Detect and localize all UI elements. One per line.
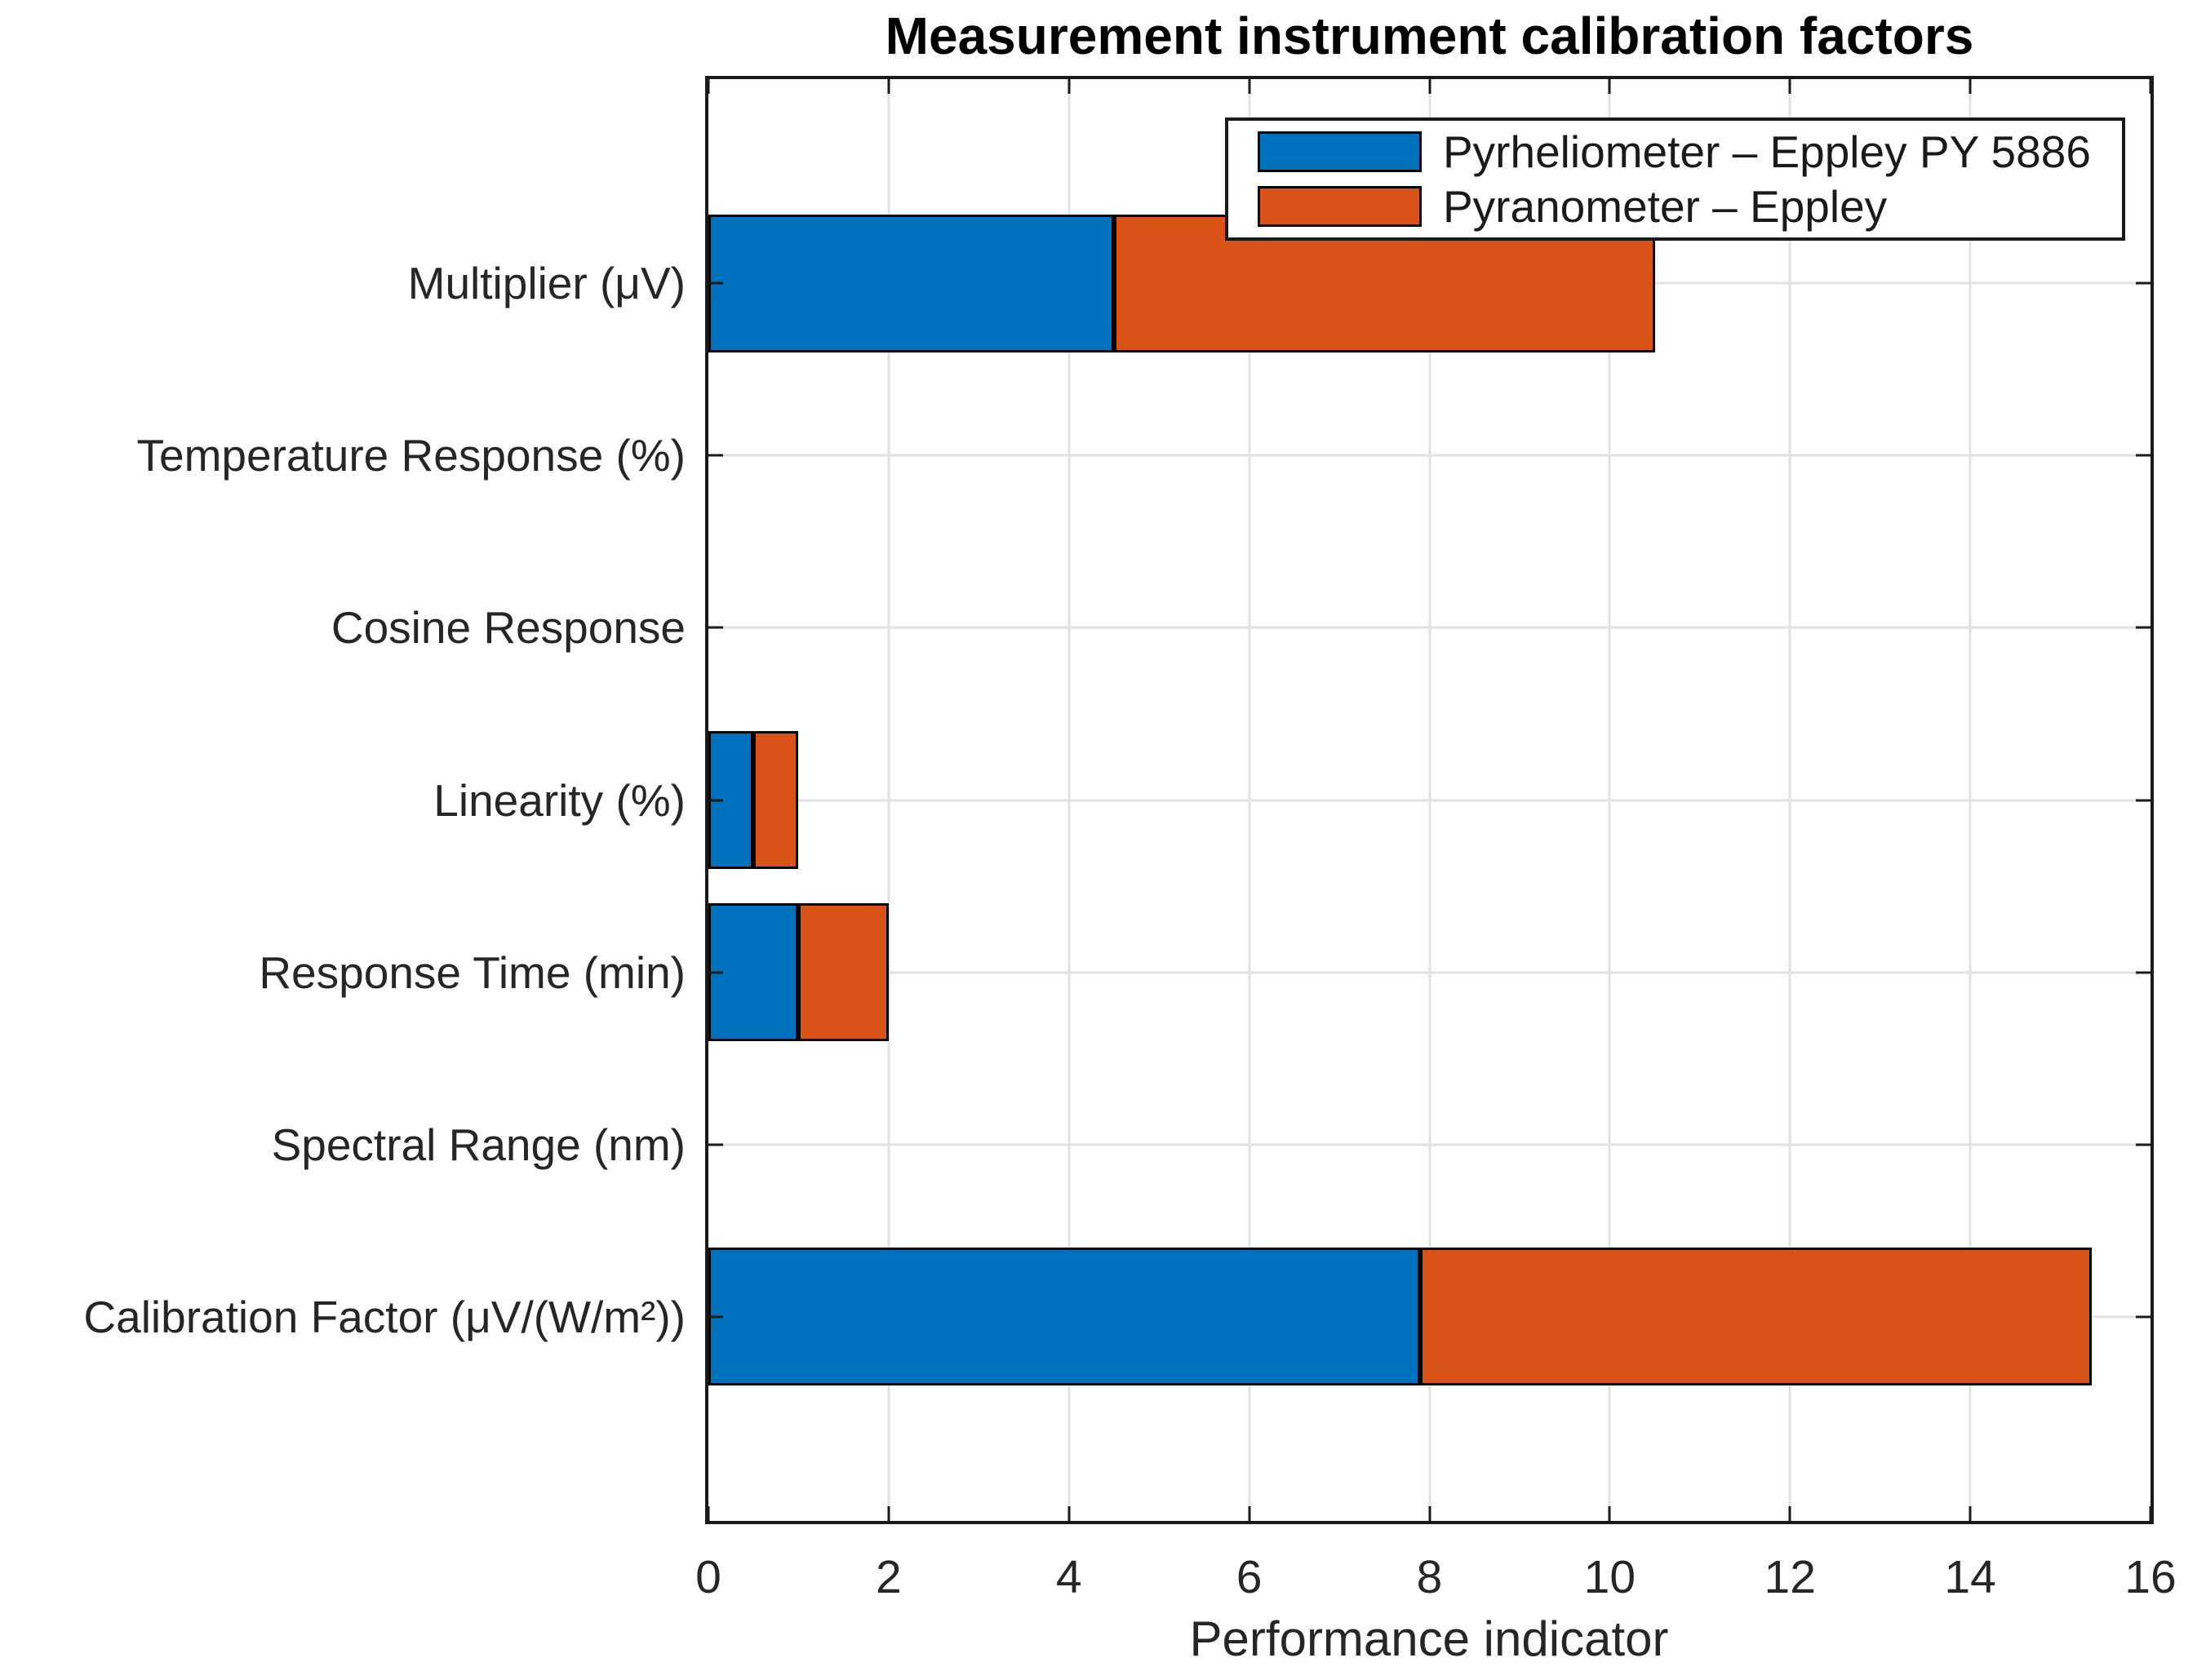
y-gridline xyxy=(708,626,2151,629)
x-tick-mark xyxy=(707,1506,710,1521)
y-category-label: Temperature Response (%) xyxy=(136,430,686,481)
x-tick-mark xyxy=(1788,1506,1791,1521)
bar-pyranometer-4 xyxy=(798,903,889,1042)
x-axis-label: Performance indicator xyxy=(1189,1611,1669,1666)
legend-label: Pyranometer – Eppley xyxy=(1443,181,1888,232)
x-tick-label: 16 xyxy=(2124,1551,2177,1603)
y-tick-mark-right xyxy=(2136,799,2151,801)
x-tick-label: 2 xyxy=(876,1551,902,1603)
y-tick-mark xyxy=(708,1143,723,1146)
x-tick-mark xyxy=(1608,1506,1611,1521)
plot-area: Pyrheliometer – Eppley PY 5886 Pyranomete… xyxy=(705,76,2154,1524)
y-gridline xyxy=(708,1143,2151,1146)
legend-swatch-pyranometer xyxy=(1258,186,1422,227)
x-tick-mark-top xyxy=(887,79,890,94)
y-category-label: Linearity (%) xyxy=(433,774,686,826)
x-tick-mark xyxy=(1248,1506,1251,1521)
legend-item: Pyranometer – Eppley xyxy=(1258,183,2122,230)
y-tick-mark-right xyxy=(2136,281,2151,285)
y-tick-mark xyxy=(708,1315,723,1319)
chart-title: Measurement instrument calibration facto… xyxy=(885,7,1974,65)
x-tick-mark-top xyxy=(2149,79,2152,94)
x-tick-mark-top xyxy=(1788,79,1791,94)
x-tick-label: 8 xyxy=(1416,1551,1443,1603)
y-gridline xyxy=(708,971,2151,974)
x-tick-mark xyxy=(1067,1506,1071,1521)
x-tick-label: 0 xyxy=(695,1551,721,1603)
x-tick-mark xyxy=(887,1506,890,1521)
bar-pyranometer-6 xyxy=(1420,1248,2093,1386)
y-tick-mark-right xyxy=(2136,971,2151,974)
y-category-label: Cosine Response xyxy=(331,602,686,654)
x-tick-mark xyxy=(2149,1506,2152,1521)
y-tick-mark xyxy=(708,454,723,457)
legend: Pyrheliometer – Eppley PY 5886 Pyranomete… xyxy=(1225,117,2125,241)
x-tick-mark-top xyxy=(1969,79,1972,94)
legend-item: Pyrheliometer – Eppley PY 5886 xyxy=(1258,128,2122,175)
x-tick-mark-top xyxy=(707,79,710,94)
legend-label: Pyrheliometer – Eppley PY 5886 xyxy=(1443,126,2091,177)
y-gridline xyxy=(708,454,2151,457)
y-tick-mark-right xyxy=(2136,454,2151,457)
legend-swatch-pyrheliometer xyxy=(1258,131,1422,172)
x-tick-mark xyxy=(1969,1506,1972,1521)
x-tick-mark-top xyxy=(1428,79,1431,94)
y-tick-mark-right xyxy=(2136,626,2151,629)
x-tick-mark xyxy=(1428,1506,1431,1521)
x-tick-label: 6 xyxy=(1236,1551,1263,1603)
y-category-label: Calibration Factor (μV/(W/m²)) xyxy=(83,1291,686,1342)
x-tick-mark-top xyxy=(1248,79,1251,94)
y-gridline xyxy=(708,799,2151,801)
x-tick-label: 12 xyxy=(1764,1551,1816,1603)
y-category-label: Response Time (min) xyxy=(259,946,686,998)
bar-pyrheliometer-6 xyxy=(708,1248,1421,1386)
x-tick-label: 14 xyxy=(1944,1551,1996,1603)
bar-pyrheliometer-0 xyxy=(708,214,1114,352)
y-tick-mark-right xyxy=(2136,1315,2151,1319)
y-tick-mark xyxy=(708,971,723,974)
tick-marks-layer xyxy=(707,79,2152,1521)
bar-pyranometer-3 xyxy=(753,731,799,869)
y-tick-mark xyxy=(708,799,723,801)
x-tick-mark-top xyxy=(1067,79,1071,94)
y-category-label: Multiplier (μV) xyxy=(407,258,686,309)
y-tick-mark-right xyxy=(2136,1143,2151,1146)
y-category-label: Spectral Range (nm) xyxy=(271,1119,686,1170)
y-tick-mark xyxy=(708,281,723,285)
y-tick-mark xyxy=(708,626,723,629)
x-tick-label: 10 xyxy=(1583,1551,1636,1603)
x-tick-label: 4 xyxy=(1055,1551,1082,1603)
x-tick-mark-top xyxy=(1608,79,1611,94)
